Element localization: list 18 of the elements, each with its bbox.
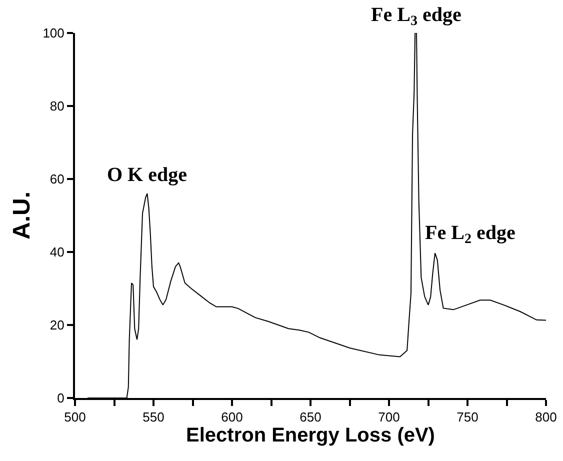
x-tick-label: 500 [64, 410, 86, 425]
annotation: Fe L$_{3}$ edge [371, 4, 462, 30]
x-tick-label: 550 [142, 410, 164, 425]
x-tick-label: 800 [535, 410, 557, 425]
y-tick-label: 0 [57, 390, 64, 406]
x-tick-label: 700 [378, 410, 400, 425]
x-axis-title: Electron Energy Loss (eV) [186, 424, 435, 447]
annotation: O K edge [107, 164, 188, 186]
y-tick-label: 100 [42, 26, 64, 41]
y-tick-label: 40 [50, 244, 64, 260]
x-tick-label: 650 [300, 410, 322, 425]
y-axis-title: A.U. [8, 192, 36, 240]
y-tick-label: 60 [50, 172, 64, 187]
x-tick-label: 750 [456, 410, 478, 425]
x-tick-label: 600 [221, 410, 243, 425]
y-tick-label: 80 [50, 98, 64, 114]
annotation: Fe L$_{2}$ edge [425, 222, 516, 248]
y-tick-label: 20 [50, 318, 64, 333]
